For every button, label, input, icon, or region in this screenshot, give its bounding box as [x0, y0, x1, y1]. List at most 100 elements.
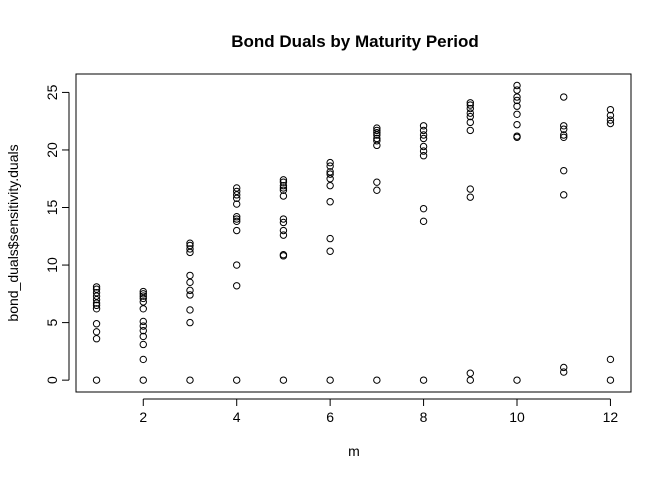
- data-point: [606, 119, 615, 128]
- data-point: [139, 298, 147, 306]
- data-point: [279, 186, 288, 194]
- data-point: [233, 215, 241, 223]
- data-point: [186, 306, 194, 314]
- data-point: [419, 131, 428, 139]
- data-point: [279, 215, 288, 223]
- data-point: [560, 166, 568, 175]
- data-point: [560, 363, 568, 372]
- plot-frame: [75, 73, 632, 393]
- data-point: [92, 305, 101, 313]
- y-axis-title: bond_duals$sensitivity.duals: [5, 144, 21, 321]
- data-point: [92, 283, 101, 291]
- data-point: [466, 112, 474, 121]
- data-point: [466, 369, 474, 377]
- data-point: [606, 105, 615, 114]
- data-point: [373, 128, 381, 137]
- data-point: [513, 120, 521, 129]
- data-point: [326, 158, 334, 167]
- data-point: [186, 245, 194, 253]
- data-point: [279, 178, 288, 186]
- data-point: [466, 109, 474, 117]
- data-point: [419, 204, 428, 213]
- data-points: [92, 81, 615, 384]
- data-point: [419, 134, 428, 143]
- x-tick-label: 8: [420, 409, 428, 425]
- data-point: [233, 226, 241, 235]
- y-tick-label: 5: [44, 318, 60, 326]
- data-point: [279, 181, 288, 190]
- data-point: [139, 305, 147, 313]
- data-point: [560, 131, 568, 139]
- data-point: [466, 118, 474, 127]
- data-point: [326, 376, 334, 384]
- y-tick-label: 20: [44, 142, 60, 158]
- data-point: [92, 301, 101, 310]
- data-point: [466, 104, 474, 113]
- data-point: [373, 376, 381, 384]
- data-point: [373, 186, 381, 194]
- x-tick-label: 2: [139, 409, 147, 425]
- data-point: [92, 299, 101, 307]
- data-point: [186, 286, 194, 295]
- data-point: [513, 86, 521, 94]
- data-point: [279, 218, 288, 227]
- x-tick-label: 4: [233, 409, 241, 425]
- data-point: [186, 239, 194, 247]
- data-point: [466, 193, 474, 201]
- data-point: [139, 287, 147, 296]
- data-point: [373, 141, 381, 150]
- data-point: [186, 376, 194, 384]
- data-point: [233, 213, 241, 221]
- data-point: [513, 93, 521, 101]
- data-point: [279, 250, 288, 259]
- data-point: [466, 99, 474, 107]
- data-point: [373, 134, 381, 143]
- x-axis-title: m: [348, 443, 360, 459]
- data-point: [606, 355, 615, 364]
- data-point: [466, 101, 474, 109]
- data-point: [326, 247, 334, 255]
- data-point: [279, 176, 288, 184]
- y-axis: 0 5 10 15 20 25: [44, 84, 70, 384]
- data-point: [326, 162, 334, 170]
- data-point: [326, 168, 334, 176]
- data-point: [419, 152, 428, 160]
- data-point: [513, 102, 521, 110]
- data-point: [419, 147, 428, 155]
- data-point: [279, 184, 288, 192]
- data-point: [139, 317, 147, 326]
- data-point: [279, 231, 288, 239]
- data-point: [233, 282, 241, 290]
- data-point: [513, 376, 521, 384]
- data-point: [233, 376, 241, 384]
- x-axis: 2 4 6 8 10 12: [139, 398, 619, 425]
- data-point: [186, 271, 194, 280]
- y-tick-label: 15: [44, 200, 60, 216]
- data-point: [233, 191, 241, 199]
- data-point: [92, 288, 101, 297]
- data-point: [419, 376, 428, 384]
- data-point: [326, 181, 334, 190]
- y-tick-label: 25: [44, 84, 60, 100]
- data-point: [139, 322, 147, 330]
- x-tick-label: 6: [326, 409, 334, 425]
- data-point: [279, 192, 288, 200]
- data-point: [466, 376, 474, 384]
- data-point: [139, 332, 147, 341]
- data-point: [139, 355, 147, 364]
- data-point: [186, 291, 194, 299]
- data-point: [186, 318, 194, 327]
- data-point: [186, 248, 194, 257]
- data-point: [326, 198, 334, 206]
- data-point: [513, 81, 521, 90]
- data-point: [560, 133, 568, 142]
- y-tick-label: 10: [44, 257, 60, 273]
- data-point: [606, 116, 615, 124]
- x-tick-label: 12: [603, 409, 619, 425]
- data-point: [279, 226, 288, 235]
- data-point: [92, 285, 101, 293]
- data-point: [279, 376, 288, 384]
- data-point: [92, 295, 101, 304]
